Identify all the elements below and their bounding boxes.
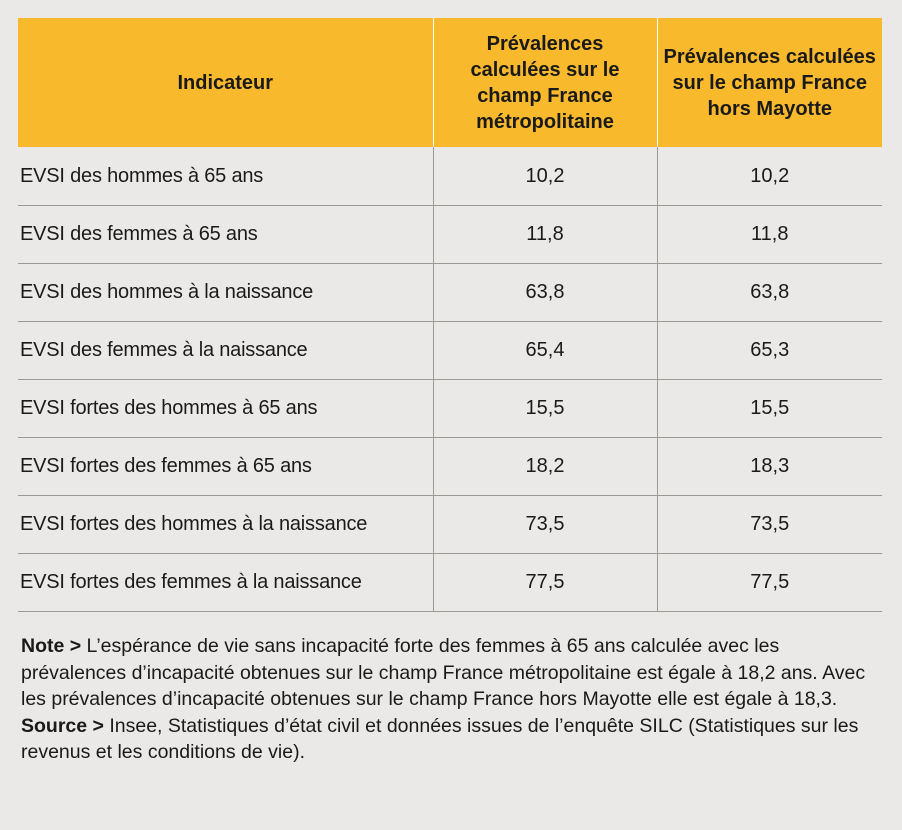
header-france-metropolitaine: Prévalences calculées sur le champ Franc… [432, 18, 657, 147]
value-hors-mayotte: 65,3 [656, 321, 882, 380]
note-paragraph: Note > L’espérance de vie sans incapacit… [21, 633, 887, 713]
note-label: Note > [21, 635, 82, 657]
row-label: EVSI des femmes à 65 ans [18, 205, 433, 264]
value-hors-mayotte: 10,2 [656, 147, 882, 206]
table-row: EVSI fortes des femmes à 65 ans 18,2 18,… [18, 437, 882, 496]
value-hors-mayotte: 77,5 [656, 553, 882, 612]
row-label: EVSI fortes des femmes à 65 ans [18, 437, 433, 496]
table-row: EVSI des femmes à 65 ans 11,8 11,8 [18, 205, 882, 264]
row-label: EVSI des femmes à la naissance [18, 321, 433, 380]
value-metro: 11,8 [432, 205, 657, 264]
table-row: EVSI fortes des femmes à la naissance 77… [18, 553, 882, 612]
table-container: Indicateur Prévalences calculées sur le … [18, 18, 882, 612]
row-label: EVSI fortes des hommes à 65 ans [18, 379, 433, 438]
table-row: EVSI des hommes à 65 ans 10,2 10,2 [18, 147, 882, 206]
row-label: EVSI des hommes à la naissance [18, 263, 433, 322]
value-metro: 63,8 [432, 263, 657, 322]
value-metro: 15,5 [432, 379, 657, 438]
header-france-hors-mayotte: Prévalences calculées sur le champ Franc… [656, 18, 882, 147]
value-metro: 65,4 [432, 321, 657, 380]
table-row: EVSI des femmes à la naissance 65,4 65,3 [18, 321, 882, 380]
notes-block: Note > L’espérance de vie sans incapacit… [21, 633, 887, 766]
value-metro: 73,5 [432, 495, 657, 554]
source-label: Source > [21, 714, 104, 737]
row-label: EVSI fortes des hommes à la naissance [18, 495, 433, 554]
source-text: Insee, Statistiques d’état civil et donn… [21, 714, 859, 764]
value-hors-mayotte: 11,8 [656, 205, 882, 264]
value-metro: 77,5 [432, 553, 657, 612]
table-row: EVSI fortes des hommes à 65 ans 15,5 15,… [18, 379, 882, 438]
table-header-row: Indicateur Prévalences calculées sur le … [18, 18, 882, 147]
table-row: EVSI des hommes à la naissance 63,8 63,8 [18, 263, 882, 322]
value-hors-mayotte: 15,5 [656, 379, 882, 438]
value-metro: 10,2 [432, 147, 657, 206]
row-label: EVSI fortes des femmes à la naissance [18, 553, 433, 612]
row-label: EVSI des hommes à 65 ans [18, 147, 433, 206]
header-indicateur: Indicateur [18, 18, 433, 147]
evsi-table: Indicateur Prévalences calculées sur le … [18, 18, 882, 612]
note-text: L’espérance de vie sans incapacité forte… [21, 635, 866, 710]
table-row: EVSI fortes des hommes à la naissance 73… [18, 495, 882, 554]
source-paragraph: Source > Insee, Statistiques d’état civi… [21, 713, 887, 766]
value-hors-mayotte: 18,3 [656, 437, 882, 496]
value-hors-mayotte: 73,5 [656, 495, 882, 554]
value-hors-mayotte: 63,8 [656, 263, 882, 322]
value-metro: 18,2 [432, 437, 657, 496]
